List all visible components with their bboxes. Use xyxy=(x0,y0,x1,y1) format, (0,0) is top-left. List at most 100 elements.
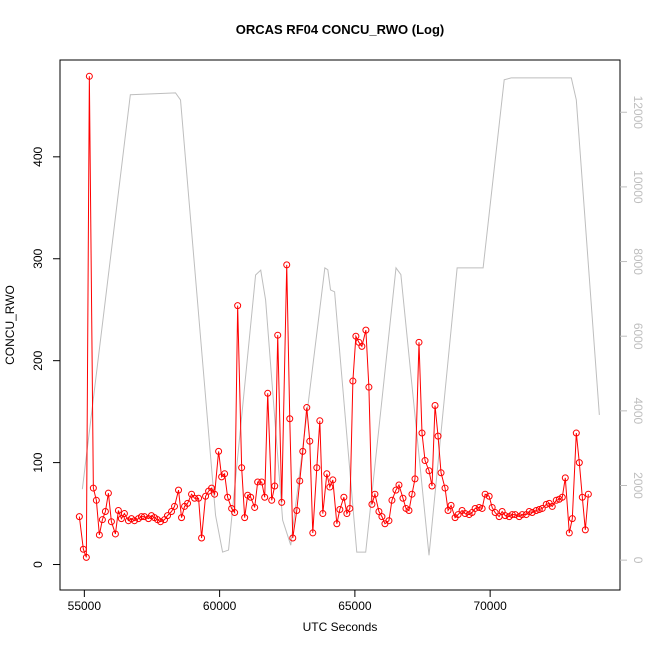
data-point xyxy=(578,493,586,501)
data-point xyxy=(581,526,589,534)
data-point xyxy=(343,510,351,518)
data-point xyxy=(528,509,536,517)
y-tick-label: 0 xyxy=(31,561,45,568)
data-point xyxy=(478,504,486,512)
x-tick-label: 65000 xyxy=(338,599,372,613)
data-point xyxy=(385,517,393,525)
data-point xyxy=(395,481,403,489)
y2-tick-label: 2000 xyxy=(631,472,645,499)
data-point xyxy=(565,529,573,537)
data-point xyxy=(584,490,592,498)
data-point xyxy=(415,338,423,346)
data-point xyxy=(251,503,259,511)
data-point xyxy=(171,502,179,510)
data-point xyxy=(221,470,229,478)
series-line xyxy=(81,77,600,556)
data-point xyxy=(202,492,210,500)
data-point xyxy=(378,513,386,521)
data-point xyxy=(434,432,442,440)
y-axis-label: CONCU_RWO xyxy=(3,285,17,365)
data-point xyxy=(306,437,314,445)
data-point xyxy=(178,514,186,522)
data-point xyxy=(485,492,493,500)
data-point xyxy=(231,509,239,517)
data-point xyxy=(548,502,556,510)
y-tick-label: 300 xyxy=(31,248,45,268)
data-point xyxy=(101,508,109,516)
data-point xyxy=(408,490,416,498)
data-point xyxy=(247,493,255,501)
series-line xyxy=(78,76,589,558)
data-point xyxy=(365,383,373,391)
data-point xyxy=(461,510,469,518)
data-point xyxy=(538,504,546,512)
y2-tick-label: 8000 xyxy=(631,248,645,275)
data-point xyxy=(208,484,216,492)
data-point xyxy=(425,467,433,475)
data-point xyxy=(375,508,383,516)
data-point xyxy=(111,530,119,538)
data-point xyxy=(268,496,276,504)
x-axis-label: UTC Seconds xyxy=(303,620,378,634)
data-point xyxy=(130,517,138,525)
data-point xyxy=(561,474,569,482)
data-point xyxy=(98,516,106,524)
data-point xyxy=(75,513,83,521)
data-point xyxy=(336,505,344,513)
y-tick-label: 200 xyxy=(31,350,45,370)
data-point xyxy=(85,72,93,80)
data-point xyxy=(518,511,526,519)
y-tick-label: 400 xyxy=(31,146,45,166)
data-point xyxy=(405,507,413,514)
data-point xyxy=(238,464,246,472)
data-point xyxy=(191,494,199,502)
data-point xyxy=(525,508,533,516)
data-point xyxy=(444,507,452,514)
data-point xyxy=(568,515,576,523)
data-point xyxy=(333,520,341,528)
data-point xyxy=(120,510,128,518)
y2-tick-label: 10000 xyxy=(631,170,645,204)
data-point xyxy=(488,503,496,511)
data-point xyxy=(501,512,509,520)
data-point xyxy=(234,302,242,310)
data-point xyxy=(575,459,583,467)
data-point xyxy=(319,510,327,518)
data-point xyxy=(418,429,426,437)
data-point xyxy=(475,503,483,511)
plot-frame xyxy=(59,59,621,591)
data-point xyxy=(264,389,272,397)
x-tick-label: 55000 xyxy=(68,599,102,613)
data-point xyxy=(313,464,321,472)
data-point xyxy=(481,490,489,498)
data-point xyxy=(271,482,279,490)
data-point xyxy=(274,331,282,339)
data-point xyxy=(535,505,543,513)
data-point xyxy=(164,512,172,520)
x-tick-label: 60000 xyxy=(203,599,237,613)
data-point xyxy=(542,500,550,508)
data-point xyxy=(371,490,379,498)
data-point xyxy=(82,553,90,561)
data-point xyxy=(340,493,348,501)
data-point xyxy=(104,489,112,497)
y2-tick-label: 12000 xyxy=(631,96,645,130)
data-point xyxy=(388,496,396,504)
data-point xyxy=(508,511,516,519)
y2-tick-label: 0 xyxy=(631,557,645,564)
y2-tick-label: 6000 xyxy=(631,323,645,350)
data-point xyxy=(286,415,294,423)
data-point xyxy=(293,507,301,514)
data-point xyxy=(558,493,566,501)
data-point xyxy=(283,261,291,269)
data-point xyxy=(184,499,192,507)
y2-tick-label: 4000 xyxy=(631,397,645,424)
data-point xyxy=(309,529,317,537)
data-point xyxy=(532,507,540,514)
data-point xyxy=(421,457,429,465)
data-point xyxy=(261,493,269,501)
data-point xyxy=(241,514,249,522)
data-point xyxy=(572,429,580,437)
data-point xyxy=(224,493,232,501)
